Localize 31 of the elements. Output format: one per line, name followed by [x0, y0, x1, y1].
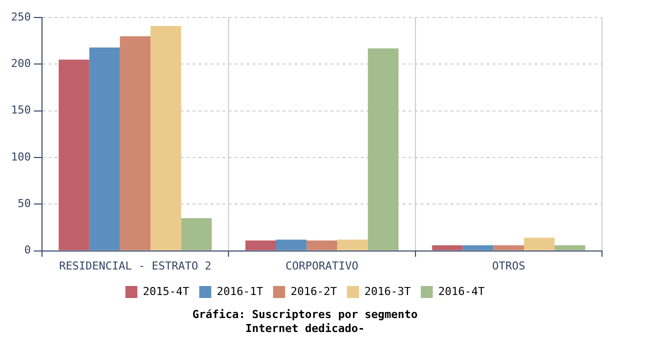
- bar: [181, 218, 212, 250]
- legend-label: 2016-1T: [216, 284, 264, 298]
- bar: [337, 240, 368, 250]
- bar: [58, 60, 90, 250]
- y-tick-label: 250: [10, 10, 31, 24]
- y-tick-label: 50: [18, 197, 31, 210]
- bar: [554, 245, 586, 250]
- text: Gráfica: Suscriptores por segmento: [191, 308, 419, 322]
- bar: [89, 47, 120, 250]
- text: Internet dedicado-: [244, 322, 366, 336]
- bar: [524, 238, 555, 250]
- y-tick-label: 150: [10, 104, 31, 117]
- legend-label: 2016-2T: [290, 284, 338, 298]
- bar: [432, 245, 463, 250]
- bar: [306, 240, 338, 250]
- x-tick-label: RESIDENCIAL - ESTRATO 2: [59, 259, 212, 272]
- bar: [462, 245, 494, 250]
- legend-label: 2015-4T: [142, 284, 190, 298]
- bar: [276, 240, 307, 250]
- bar: [120, 36, 151, 250]
- bar: [493, 245, 524, 250]
- x-tick-label: OTROS: [492, 259, 526, 272]
- y-tick-label: 200: [10, 57, 31, 70]
- bar: [368, 48, 398, 250]
- legend-label: 2016-3T: [364, 284, 412, 298]
- y-tick-label: 100: [10, 150, 31, 164]
- bar: [150, 26, 182, 250]
- bar: [245, 240, 276, 250]
- y-tick-label: 0: [24, 244, 31, 257]
- x-tick-label: CORPORATIVO: [286, 259, 358, 272]
- legend-label: 2016-4T: [438, 284, 486, 298]
